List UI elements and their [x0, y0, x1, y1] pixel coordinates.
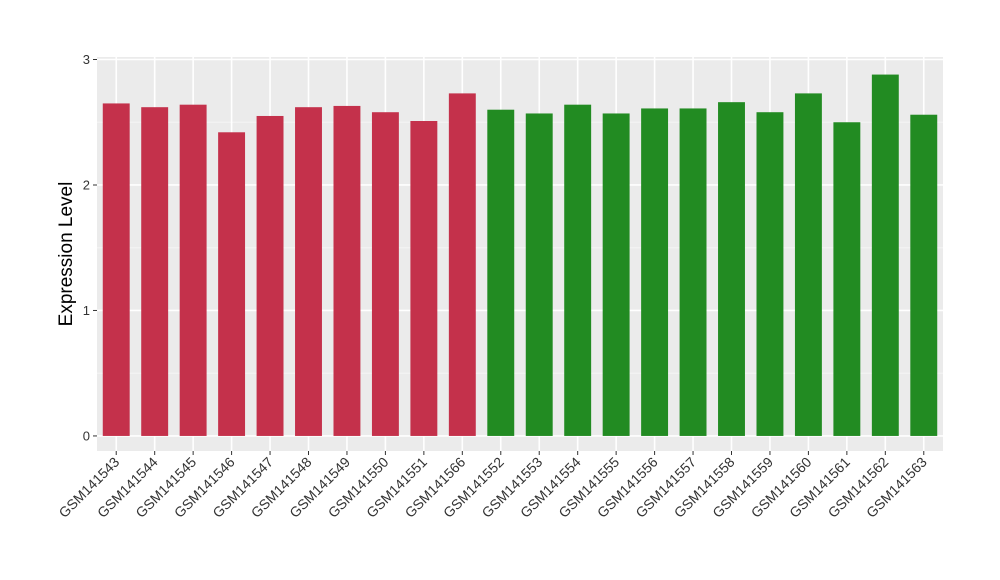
y-tick-label: 3	[83, 52, 90, 67]
bar-GSM141543	[102, 103, 130, 436]
bar-GSM141561	[833, 122, 861, 436]
bars	[102, 74, 938, 436]
bar-GSM141546	[218, 132, 246, 436]
bar-GSM141549	[333, 105, 361, 436]
y-axis-title: Expression Level	[56, 182, 77, 327]
bar-GSM141545	[179, 104, 207, 436]
y-axis: 0 1 2 3	[83, 52, 97, 443]
y-tick-label: 2	[83, 177, 90, 192]
bar-GSM141556	[641, 108, 669, 436]
bar-GSM141550	[371, 112, 399, 436]
y-tick-label: 0	[83, 428, 90, 443]
bar-GSM141563	[910, 114, 938, 436]
bar-GSM141547	[256, 115, 284, 436]
bar-GSM141566	[448, 93, 476, 436]
bar-GSM141553	[525, 113, 553, 436]
bar-GSM141558	[718, 102, 745, 436]
y-tick-label: 1	[83, 303, 90, 318]
bar-GSM141557	[679, 108, 707, 436]
x-axis: GSM141543GSM141544GSM141545GSM141546GSM1…	[55, 451, 930, 521]
bar-GSM141552	[487, 109, 515, 436]
bar-GSM141562	[871, 74, 899, 436]
bar-GSM141544	[141, 107, 169, 436]
bar-GSM141555	[602, 113, 630, 436]
bar-GSM141559	[756, 112, 784, 436]
bar-GSM141554	[564, 104, 592, 436]
bar-GSM141551	[410, 120, 438, 436]
bar-GSM141548	[295, 107, 322, 436]
bar-GSM141560	[794, 93, 822, 436]
